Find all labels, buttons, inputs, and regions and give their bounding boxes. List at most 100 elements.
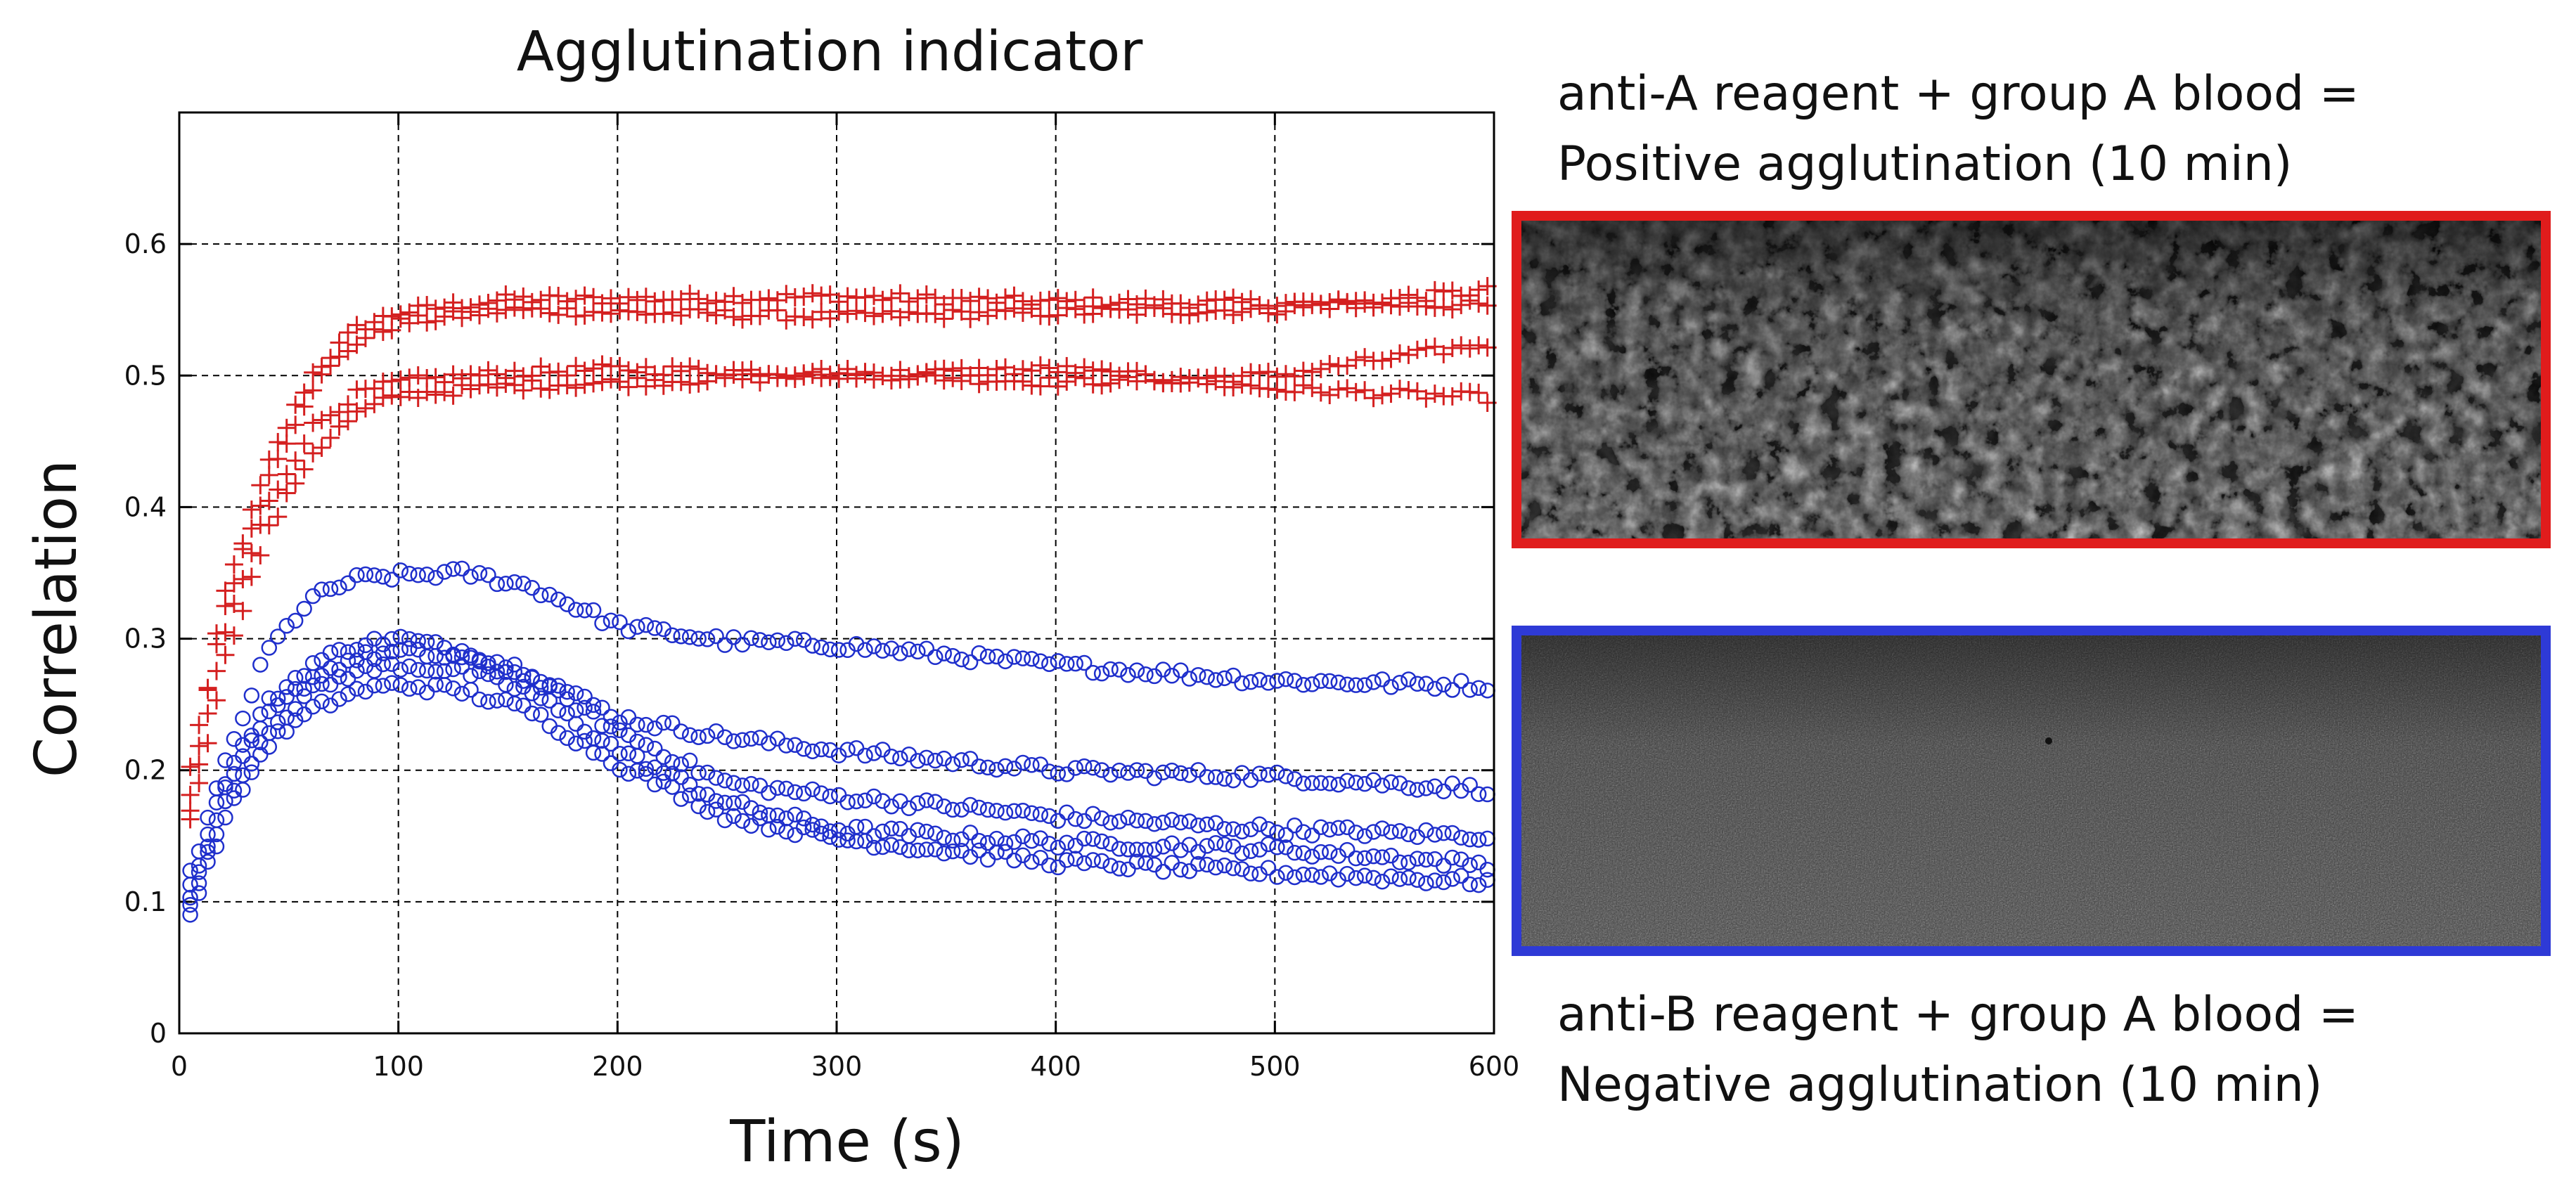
plus-marker [716, 368, 735, 387]
plus-marker [926, 304, 945, 323]
circle-marker [550, 682, 567, 699]
plus-marker [934, 359, 953, 378]
plus-marker [347, 402, 366, 421]
circle-marker [716, 637, 733, 653]
plus-marker [540, 380, 559, 399]
circle-marker [629, 748, 645, 764]
plus-marker [1189, 304, 1208, 323]
circle-marker [944, 801, 961, 818]
circle-marker [1138, 855, 1154, 871]
plus-marker [1268, 305, 1287, 324]
plus-marker [242, 567, 261, 586]
circle-marker [857, 792, 873, 809]
circle-marker [883, 798, 900, 815]
circle-marker [1234, 861, 1250, 877]
circle-marker [752, 810, 768, 827]
circle-marker [1128, 813, 1145, 829]
plus-marker [917, 363, 936, 382]
circle-marker [453, 685, 470, 702]
circle-marker [401, 658, 418, 675]
x-tick-label: 0 [171, 1051, 188, 1082]
negative-caption-line1: anti-B reagent + group A blood = [1557, 987, 2359, 1042]
circle-marker [655, 765, 672, 781]
plus-marker [1329, 291, 1348, 310]
circle-marker [1400, 671, 1417, 687]
circle-marker [1050, 653, 1067, 669]
plus-marker [575, 306, 594, 325]
circle-marker [252, 721, 269, 737]
circle-marker [1164, 812, 1180, 828]
circle-marker [752, 632, 768, 648]
circle-marker [1173, 842, 1189, 858]
circle-marker [1128, 841, 1145, 858]
circle-marker [629, 763, 645, 779]
circle-marker [1067, 810, 1083, 827]
positive-micrograph [1521, 221, 2541, 538]
circle-marker [585, 704, 602, 720]
circle-marker [349, 641, 365, 658]
circle-marker [515, 666, 532, 683]
circle-marker [918, 823, 935, 840]
circle-marker [927, 752, 944, 769]
plus-marker [435, 307, 454, 326]
plus-marker [1408, 340, 1427, 359]
circle-marker [1041, 808, 1057, 825]
circle-marker [287, 701, 304, 717]
plus-marker [1022, 361, 1041, 380]
circle-marker [1436, 858, 1452, 874]
circle-marker [1155, 814, 1171, 831]
circle-marker [1374, 671, 1391, 687]
circle-marker [463, 668, 479, 684]
circle-marker [638, 716, 655, 733]
plus-marker [601, 370, 620, 389]
circle-marker [489, 654, 505, 670]
circle-marker [1050, 839, 1067, 856]
circle-marker [865, 788, 882, 805]
circle-marker [787, 827, 804, 844]
circle-marker [988, 830, 1005, 847]
x-tick-label: 200 [592, 1051, 643, 1082]
circle-marker [1173, 765, 1189, 782]
plus-marker [575, 375, 594, 394]
circle-marker [480, 659, 496, 675]
circle-marker [1322, 775, 1338, 792]
plus-marker [198, 734, 217, 753]
plus-marker [259, 516, 278, 535]
circle-marker [1120, 841, 1136, 858]
plus-marker [233, 602, 252, 621]
plus-marker [567, 356, 586, 375]
circle-marker [1085, 852, 1101, 868]
circle-marker [1418, 822, 1434, 839]
circle-marker [1006, 834, 1022, 851]
circle-marker [1251, 816, 1268, 832]
circle-marker [1348, 870, 1364, 886]
series-3 [181, 336, 1497, 820]
plus-marker [251, 545, 270, 564]
circle-marker [726, 775, 742, 792]
circle-marker [559, 730, 575, 747]
circle-marker [296, 680, 312, 697]
x-tick-label: 600 [1469, 1051, 1520, 1082]
circle-marker [559, 596, 575, 612]
circle-marker [1207, 672, 1224, 688]
plus-marker [794, 287, 813, 306]
plus-marker [338, 412, 357, 431]
circle-marker [1479, 683, 1495, 699]
circle-marker [647, 776, 663, 793]
plus-marker [1399, 285, 1418, 304]
circle-marker [1322, 844, 1338, 860]
circle-marker [944, 756, 961, 773]
circle-marker [1146, 770, 1163, 787]
circle-marker [638, 737, 655, 753]
plus-marker [636, 288, 655, 306]
circle-marker [1120, 765, 1136, 781]
plus-marker [1443, 281, 1462, 300]
circle-marker [883, 820, 900, 836]
plus-marker [365, 320, 384, 339]
circle-marker [314, 581, 330, 598]
plus-marker [444, 365, 463, 384]
plus-marker [224, 626, 243, 645]
circle-marker [647, 740, 663, 757]
plus-marker [1329, 380, 1348, 399]
plus-marker [1110, 370, 1129, 389]
